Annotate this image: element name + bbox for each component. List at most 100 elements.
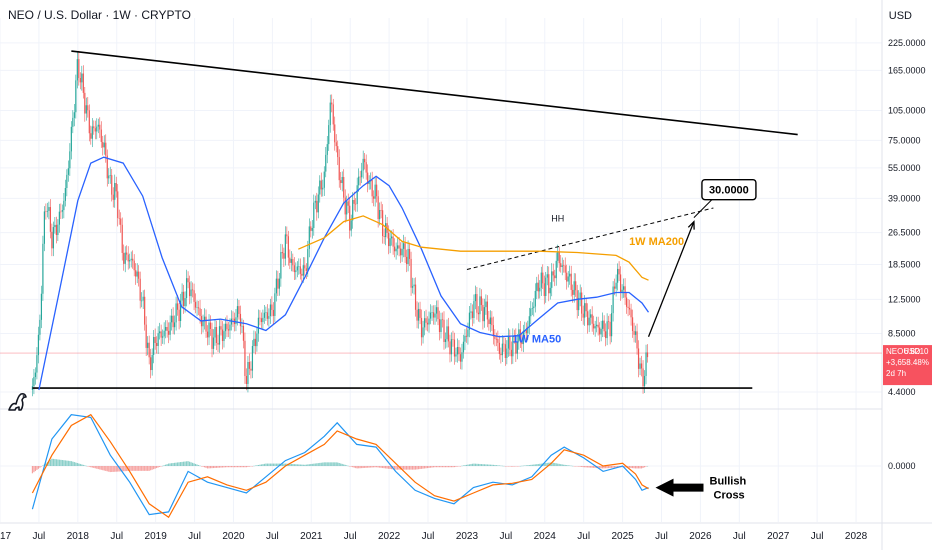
histogram-bar <box>295 464 297 466</box>
candle-body <box>506 348 508 358</box>
histogram-bar <box>159 466 161 467</box>
histogram-bar <box>289 463 291 466</box>
histogram-bar <box>584 466 586 468</box>
histogram-bar <box>325 462 327 466</box>
histogram-bar <box>401 466 403 470</box>
histogram-bar <box>133 466 135 471</box>
histogram-bar <box>476 463 478 466</box>
osc-y-tick-label: 0.0000 <box>888 461 916 471</box>
candle-body <box>194 301 197 308</box>
histogram-bar <box>374 466 376 468</box>
histogram-bar <box>103 466 105 471</box>
histogram-bar <box>259 464 261 466</box>
candle-body <box>317 194 319 213</box>
histogram-bar <box>105 466 107 471</box>
candle-body <box>223 331 225 342</box>
candle-body <box>602 320 604 329</box>
histogram-bar <box>467 464 469 466</box>
histogram-bar <box>639 466 641 469</box>
histogram-bar <box>142 466 144 471</box>
candle-body <box>432 312 435 318</box>
candle-body <box>320 180 322 190</box>
histogram-bar <box>117 466 119 472</box>
histogram-bar <box>518 466 520 467</box>
histogram-bar <box>591 466 593 468</box>
histogram-bar <box>465 464 468 466</box>
histogram-bar <box>492 464 494 466</box>
candle-body <box>205 316 207 332</box>
candle-body <box>646 352 649 358</box>
candle-body <box>522 330 524 345</box>
histogram-bar <box>94 466 96 469</box>
histogram-bar <box>147 466 149 471</box>
candle-body <box>138 271 140 279</box>
histogram-bar <box>578 466 580 467</box>
candle-body <box>628 307 631 310</box>
candle-body <box>483 307 486 322</box>
candle-body <box>304 265 306 269</box>
candle-body <box>401 248 403 256</box>
candle-body <box>612 286 614 314</box>
y-tick-label: 12.5000 <box>888 294 921 304</box>
candle-body <box>287 236 289 258</box>
candle-body <box>212 337 215 349</box>
histogram-bar <box>540 463 542 466</box>
candle-body <box>367 172 369 185</box>
dinosaur-logo-icon <box>8 393 27 411</box>
candle-body <box>373 196 375 199</box>
histogram-bar <box>111 466 113 472</box>
histogram-bar <box>346 465 348 466</box>
histogram-bar <box>561 464 563 466</box>
histogram-bar <box>407 466 409 470</box>
candle-body <box>96 126 98 132</box>
candle-body <box>299 266 301 274</box>
candle-body <box>215 327 218 343</box>
candle-body <box>250 368 252 371</box>
candle-body <box>90 133 92 139</box>
candle-body <box>284 234 286 259</box>
candle-body <box>214 327 216 338</box>
candle-body <box>420 317 423 338</box>
candle-body <box>67 168 69 175</box>
histogram-bar <box>39 466 41 468</box>
histogram-bar <box>500 465 502 467</box>
histogram-bar <box>175 462 177 466</box>
candle-body <box>227 329 230 331</box>
histogram-bar <box>168 463 170 466</box>
candle-body <box>305 268 307 271</box>
histogram-bar <box>203 466 206 468</box>
histogram-bar <box>383 466 385 469</box>
candle-body <box>283 253 285 259</box>
candle-body <box>314 200 316 203</box>
histogram-bar <box>100 466 102 470</box>
candle-body <box>99 124 101 130</box>
histogram-bar <box>97 466 99 470</box>
histogram-bar <box>206 466 209 469</box>
histogram-bar <box>543 463 545 466</box>
candle-body <box>313 202 315 229</box>
candle-body <box>573 281 575 295</box>
histogram-bar <box>49 459 51 466</box>
candle-body <box>501 343 503 356</box>
candle-body <box>486 301 488 320</box>
histogram-bar <box>281 463 283 466</box>
histogram-bar <box>470 464 472 466</box>
candle-body <box>346 201 348 215</box>
candle-body <box>450 339 453 355</box>
candle-body <box>185 278 188 299</box>
candle-body <box>328 125 330 145</box>
candle-body <box>543 283 545 297</box>
candle-body <box>434 313 436 318</box>
histogram-bar <box>223 466 225 468</box>
histogram-bar <box>588 466 590 468</box>
candle-body <box>208 322 210 338</box>
candle-body <box>494 336 496 339</box>
candle-body <box>323 171 325 188</box>
candle-body <box>385 223 387 238</box>
histogram-bar <box>367 466 369 468</box>
candle-body <box>220 326 222 330</box>
histogram-bar <box>129 466 131 471</box>
histogram-bar <box>191 462 194 466</box>
